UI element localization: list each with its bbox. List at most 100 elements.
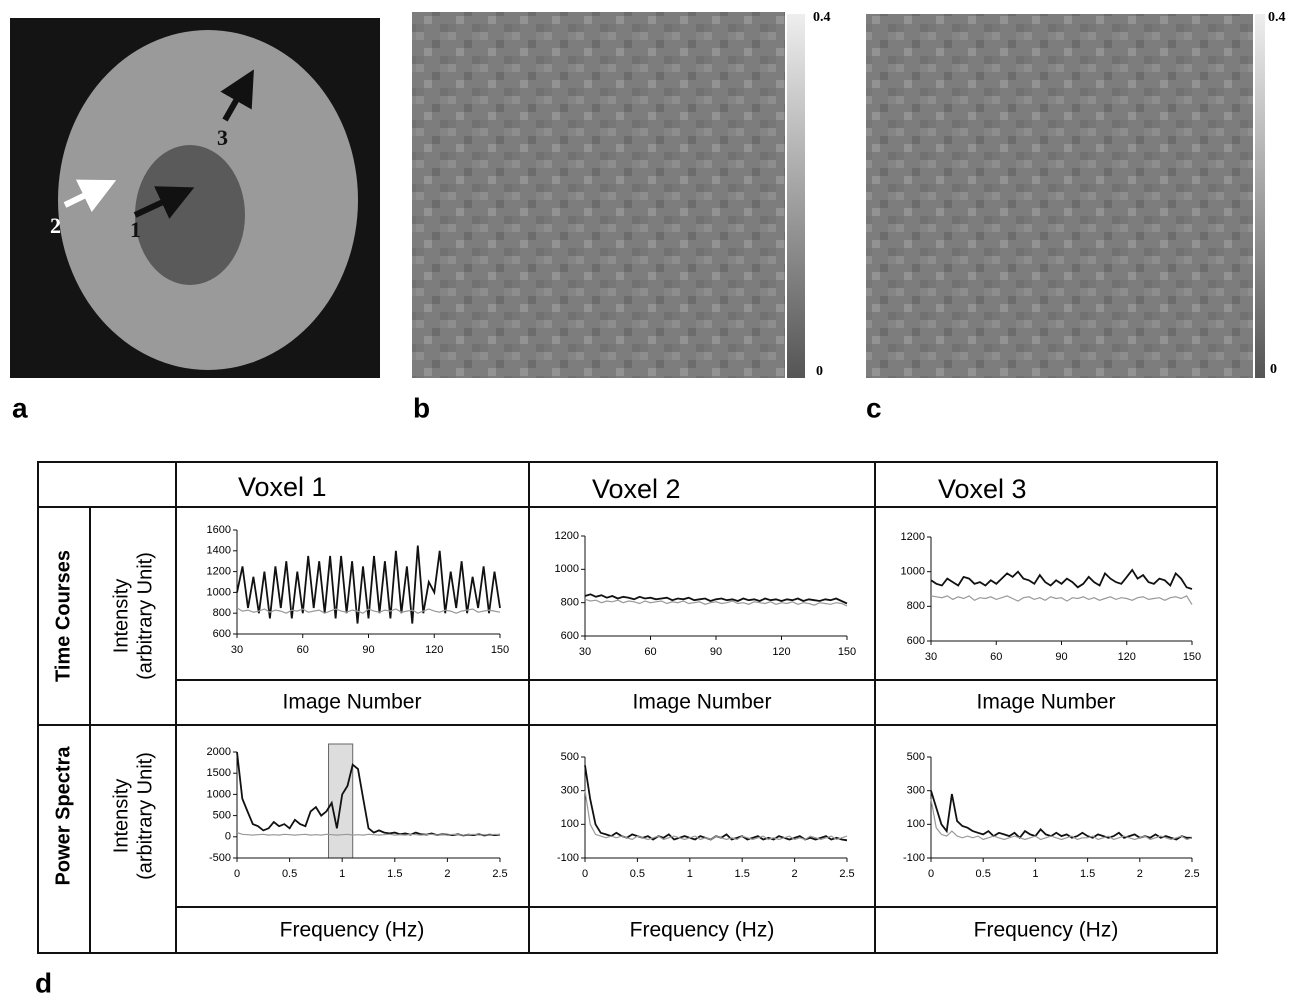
x-axis-label: Image Number: [283, 691, 422, 714]
x-tick-label: 0: [582, 868, 588, 880]
panel-label: a: [12, 392, 28, 423]
y-tick-label: 800: [907, 600, 925, 612]
data-line: [584, 790, 848, 841]
x-tick-label: 2: [792, 868, 798, 880]
y-tick-label: 600: [213, 628, 231, 640]
x-tick-label: 150: [1183, 651, 1201, 663]
colorbar-label: 0.4: [1268, 10, 1286, 25]
x-axis-label: Image Number: [633, 691, 772, 714]
arrow-label: 2: [50, 213, 61, 238]
data-line: [930, 595, 1193, 605]
x-tick-label: 150: [838, 646, 856, 658]
x-tick-label: 0.5: [630, 868, 645, 880]
colorbar-label: 0: [816, 364, 823, 379]
arrow: [220, 69, 254, 122]
x-tick-label: 1.5: [1080, 868, 1095, 880]
map-image: [866, 14, 1253, 378]
data-line: [236, 751, 501, 837]
x-tick-label: 2.5: [1184, 868, 1199, 880]
panel-label: c: [866, 392, 882, 423]
y-tick-label: 800: [213, 607, 231, 619]
x-tick-label: 0: [928, 868, 934, 880]
y-tick-label: 0: [225, 831, 231, 843]
arrow: [133, 186, 195, 219]
x-tick-label: 150: [491, 644, 509, 656]
y-tick-label: 1000: [207, 586, 231, 598]
x-tick-label: 1: [687, 868, 693, 880]
x-axis-label: Frequency (Hz): [974, 919, 1119, 942]
table-grid: [37, 461, 1218, 954]
row-header: Power Spectra: [52, 746, 74, 886]
x-tick-label: 1: [1032, 868, 1038, 880]
y-tick-label: 600: [907, 635, 925, 647]
panel-label: d: [35, 967, 52, 998]
x-axis-label: Frequency (Hz): [280, 919, 425, 942]
x-tick-label: 90: [362, 644, 374, 656]
x-tick-label: 1.5: [387, 868, 402, 880]
y-axis-label: Intensity: [110, 579, 132, 653]
y-tick-label: -500: [209, 852, 231, 864]
y-tick-label: 1200: [901, 531, 925, 543]
y-tick-label: 1200: [555, 530, 579, 542]
colorbar-label: 0: [1270, 362, 1277, 377]
x-tick-label: 1.5: [735, 868, 750, 880]
data-line: [236, 545, 501, 624]
y-tick-label: 1000: [901, 566, 925, 578]
y-tick-label: 300: [561, 785, 579, 797]
y-tick-label: 1500: [207, 767, 231, 779]
y-tick-label: 800: [561, 597, 579, 609]
column-header: Voxel 3: [938, 474, 1027, 504]
x-tick-label: 0.5: [282, 868, 297, 880]
x-tick-label: 120: [425, 644, 443, 656]
y-axis-label: (arbitrary Unit): [134, 552, 156, 680]
y-tick-label: 100: [561, 818, 579, 830]
y-tick-label: 300: [907, 785, 925, 797]
data-line: [930, 790, 1192, 841]
x-axis-label: Image Number: [977, 691, 1116, 714]
panel-label: b: [413, 392, 430, 423]
column-header: Voxel 1: [238, 472, 327, 502]
y-tick-label: 500: [561, 751, 579, 763]
y-tick-label: 100: [907, 818, 925, 830]
y-tick-label: 600: [561, 630, 579, 642]
data-line: [584, 598, 848, 607]
x-tick-label: 2: [444, 868, 450, 880]
x-tick-label: 2.5: [839, 868, 854, 880]
data-line: [930, 798, 1193, 841]
x-tick-label: 120: [772, 646, 790, 658]
x-tick-label: 0.5: [976, 868, 991, 880]
colorbar: [1255, 14, 1265, 378]
data-line: [584, 593, 848, 605]
x-tick-label: 120: [1118, 651, 1136, 663]
y-tick-label: 1200: [207, 566, 231, 578]
column-header: Voxel 2: [592, 474, 681, 504]
x-tick-label: 1: [339, 868, 345, 880]
y-axis-label: (arbitrary Unit): [134, 752, 156, 880]
y-tick-label: 500: [213, 810, 231, 822]
arrow-label: 3: [217, 125, 228, 150]
data-line: [930, 568, 1193, 590]
data-line: [236, 832, 501, 836]
arrow-label: 1: [130, 217, 141, 242]
x-tick-label: 2: [1137, 868, 1143, 880]
x-tick-label: 60: [644, 646, 656, 658]
x-tick-label: 90: [710, 646, 722, 658]
data-line: [584, 765, 848, 842]
x-axis-label: Frequency (Hz): [630, 919, 775, 942]
data-line: [236, 607, 501, 614]
y-tick-label: 1600: [207, 524, 231, 536]
arrow: [63, 179, 117, 213]
x-tick-label: 30: [231, 644, 243, 656]
row-header: Time Courses: [52, 550, 74, 682]
x-tick-label: 30: [579, 646, 591, 658]
y-tick-label: -100: [903, 852, 925, 864]
x-tick-label: 60: [297, 644, 309, 656]
y-axis-label: Intensity: [110, 779, 132, 853]
y-tick-label: 500: [907, 751, 925, 763]
y-tick-label: 1000: [207, 788, 231, 800]
ventricle: [135, 145, 245, 285]
y-tick-label: 1400: [207, 545, 231, 557]
y-tick-label: 2000: [207, 746, 231, 758]
colorbar-label: 0.4: [813, 10, 831, 25]
map-image: [412, 12, 785, 378]
